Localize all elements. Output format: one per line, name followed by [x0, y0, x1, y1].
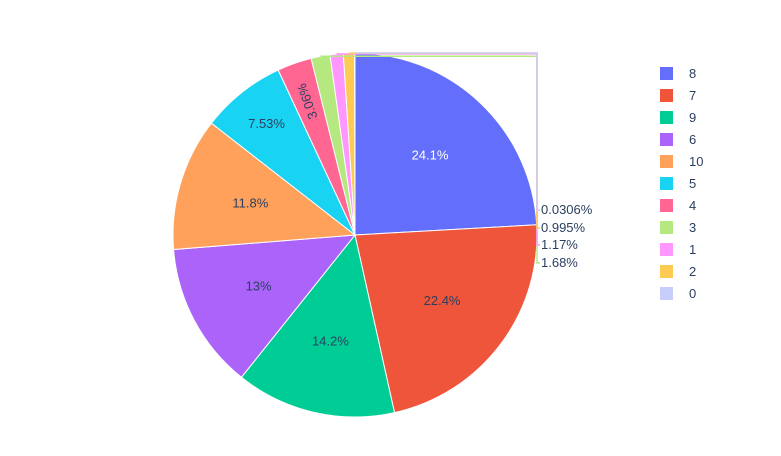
legend-swatch — [660, 132, 673, 146]
pie-slice-7[interactable] — [354, 224, 538, 414]
slice-label-3: 1.68% — [541, 255, 578, 270]
legend-item-10[interactable]: 10 — [660, 150, 703, 172]
legend-item-8[interactable]: 8 — [660, 62, 703, 84]
legend-swatch — [660, 88, 673, 102]
legend-item-2[interactable]: 2 — [660, 260, 703, 282]
legend-label: 6 — [689, 131, 697, 147]
legend-swatch — [660, 110, 673, 124]
legend-swatch — [660, 264, 673, 278]
legend-item-7[interactable]: 7 — [660, 84, 703, 106]
legend-item-4[interactable]: 4 — [660, 194, 703, 216]
legend-label: 0 — [689, 285, 697, 301]
legend-label: 2 — [689, 263, 697, 279]
pie-slice-9[interactable] — [240, 233, 396, 418]
legend-label: 10 — [689, 153, 704, 169]
legend-swatch — [660, 154, 673, 168]
pie-slice-6[interactable] — [173, 234, 357, 378]
legend-swatch — [660, 220, 673, 234]
legend: 8 7 9 6 10 5 4 3 1 2 0 — [660, 62, 703, 304]
slice-label-2: 0.995% — [541, 220, 586, 235]
legend-swatch — [660, 176, 673, 190]
slice-label-10: 11.8% — [232, 196, 268, 211]
legend-label: 8 — [689, 65, 697, 81]
pie-slice-8[interactable] — [354, 52, 538, 236]
legend-label: 5 — [689, 175, 697, 191]
slice-label-1: 1.17% — [541, 237, 578, 252]
legend-swatch — [660, 66, 673, 80]
slice-label-9: 14.2% — [312, 333, 349, 348]
slice-label-6: 13% — [246, 278, 272, 293]
legend-label: 9 — [689, 109, 697, 125]
leader-line-0 — [354, 52, 540, 211]
legend-item-5[interactable]: 5 — [660, 172, 703, 194]
legend-item-9[interactable]: 9 — [660, 106, 703, 128]
legend-swatch — [660, 198, 673, 212]
legend-item-6[interactable]: 6 — [660, 128, 703, 150]
legend-item-0[interactable]: 0 — [660, 282, 703, 304]
slice-label-5: 7.53% — [248, 116, 285, 131]
slice-label-0: 0.0306% — [541, 202, 593, 217]
legend-label: 7 — [689, 87, 697, 103]
slice-label-8: 24.1% — [412, 148, 449, 163]
legend-item-3[interactable]: 3 — [660, 216, 703, 238]
legend-label: 4 — [689, 197, 697, 213]
legend-label: 1 — [689, 241, 697, 257]
legend-label: 3 — [689, 219, 697, 235]
pie-slice-10[interactable] — [172, 122, 357, 251]
slice-label-7: 22.4% — [424, 293, 461, 308]
legend-item-1[interactable]: 1 — [660, 238, 703, 260]
legend-swatch — [660, 286, 673, 300]
legend-swatch — [660, 242, 673, 256]
